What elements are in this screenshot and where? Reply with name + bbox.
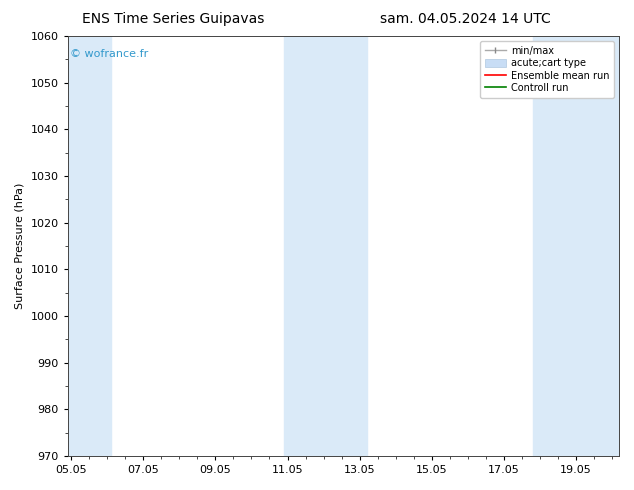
Y-axis label: Surface Pressure (hPa): Surface Pressure (hPa) xyxy=(15,183,25,309)
Text: sam. 04.05.2024 14 UTC: sam. 04.05.2024 14 UTC xyxy=(380,12,551,26)
Legend: min/max, acute;cart type, Ensemble mean run, Controll run: min/max, acute;cart type, Ensemble mean … xyxy=(480,41,614,98)
Bar xyxy=(284,36,367,456)
Text: ENS Time Series Guipavas: ENS Time Series Guipavas xyxy=(82,12,265,26)
Bar xyxy=(533,36,619,456)
Text: © wofrance.fr: © wofrance.fr xyxy=(70,49,149,59)
Bar xyxy=(68,36,111,456)
